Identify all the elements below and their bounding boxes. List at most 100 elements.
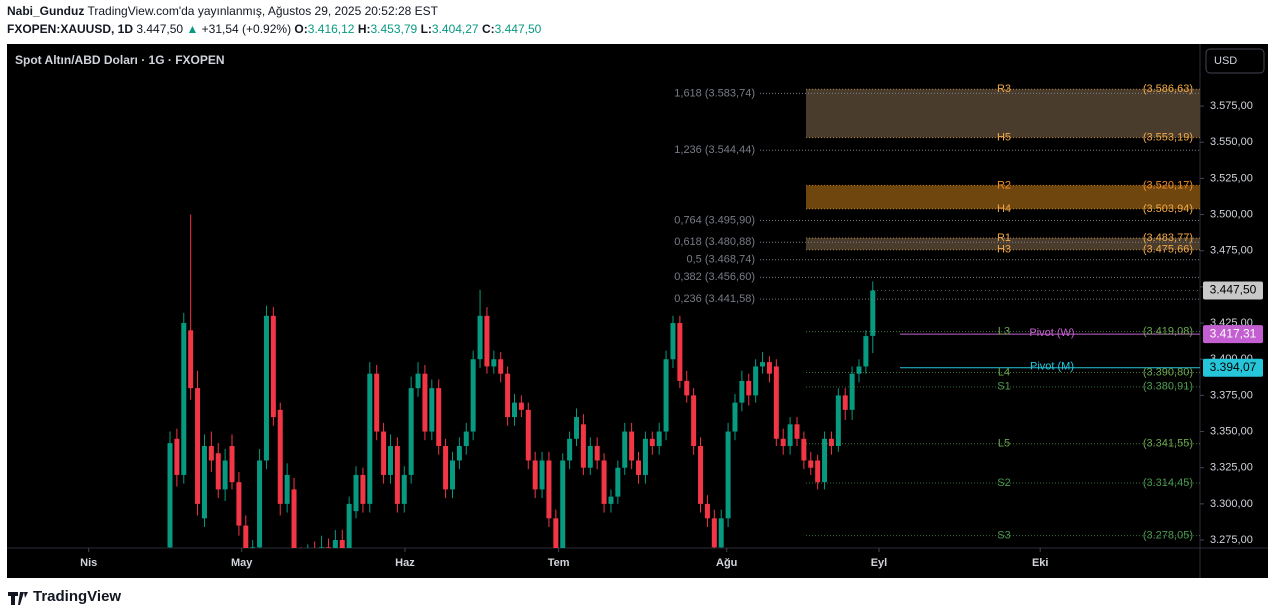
candle-body (822, 438, 828, 483)
header-line: Nabi_Gunduz TradingView.com'da yayınlanm… (7, 4, 438, 18)
candle-body (222, 460, 228, 490)
candle-body (463, 431, 469, 447)
candle-body (532, 460, 538, 490)
price-tag (1203, 358, 1263, 377)
candle-body (801, 438, 807, 461)
last: 3.447,50 (136, 22, 184, 36)
y-tick-label: 3.550,00 (1210, 136, 1253, 148)
candle-body (394, 446, 400, 504)
candle-body (325, 547, 331, 548)
l-label: L: (420, 22, 432, 36)
pivot-name: H3 (997, 244, 1011, 256)
y-tick-label: 3.575,00 (1210, 100, 1253, 112)
candle-body (346, 503, 352, 548)
fib-label: 0,382 (3.456,60) (674, 271, 755, 283)
candle-body (828, 438, 834, 447)
candle-body (360, 474, 366, 504)
candle-body (422, 373, 428, 432)
pivot-main-label: Pivot (M) (1030, 361, 1074, 373)
candle-body (195, 388, 201, 504)
candle-body (270, 315, 276, 418)
y-tick-label: 3.300,00 (1210, 498, 1253, 510)
candle-body (443, 446, 449, 490)
candle-body (684, 380, 690, 396)
candle-body (229, 446, 235, 483)
candle-body (808, 460, 814, 468)
candle-body (677, 323, 683, 381)
candle-body (636, 460, 642, 475)
candle-body (215, 453, 221, 490)
last-price-tag (1203, 281, 1263, 300)
candle-body (711, 518, 717, 548)
candle-body (201, 446, 207, 519)
x-tick-label: Eki (1032, 557, 1049, 569)
o: 3.416,12 (307, 22, 355, 36)
candle-body (656, 431, 662, 447)
candle-body (174, 438, 180, 475)
c-label: C: (481, 22, 495, 36)
y-tick-label: 3.500,00 (1210, 208, 1253, 220)
candle-body (773, 366, 779, 439)
currency-button[interactable] (1205, 48, 1265, 74)
price-tag-label: 3.394,07 (1210, 360, 1257, 374)
candle-body (436, 388, 442, 447)
candle-body (546, 460, 552, 519)
pivot-value: (3.503,94) (1143, 203, 1193, 215)
pivot-value: (3.380,91) (1143, 381, 1193, 393)
candle-body (429, 388, 435, 432)
candle-body (691, 395, 697, 447)
candle-body (856, 366, 862, 374)
candle-body (753, 366, 759, 396)
candle-body (594, 446, 600, 461)
candle-body (870, 290, 876, 336)
pivot-main-label: Pivot (W) (1029, 327, 1074, 339)
candle-body (188, 330, 194, 389)
x-tick-label: Tem (548, 557, 570, 569)
pivot-name: H5 (997, 132, 1011, 144)
pivot-name: L4 (998, 366, 1010, 378)
candle-body (560, 460, 566, 548)
price-tag (1203, 325, 1263, 344)
candle-body (863, 336, 869, 367)
fib-label: 0,618 (3.480,88) (674, 236, 755, 248)
author: Nabi_Gunduz (7, 4, 85, 18)
o-label: O: (294, 22, 308, 36)
y-tick-label: 3.275,00 (1210, 534, 1253, 546)
candle-body (649, 438, 655, 447)
candle-body (277, 409, 283, 504)
currency[interactable]: USD (1214, 55, 1237, 67)
candle-body (505, 373, 511, 418)
pivot-value: (3.483,77) (1143, 232, 1193, 244)
candle-body (339, 540, 345, 548)
candle-body (291, 489, 297, 548)
candle-body (574, 417, 580, 439)
candle-body (580, 424, 586, 468)
candle-body (498, 359, 504, 374)
candle-body (766, 362, 772, 374)
pivot-name: R2 (997, 179, 1011, 191)
candle-body (408, 388, 414, 475)
pivot-name: L3 (998, 326, 1010, 338)
x-tick-label: Eyl (871, 557, 888, 569)
candle-body (815, 460, 821, 483)
candle-body (739, 380, 745, 403)
candle-body (456, 446, 462, 461)
candle-body (250, 547, 256, 548)
candle-body (353, 474, 359, 512)
pivot-name: R1 (997, 232, 1011, 244)
published: TradingView.com'da yayınlanmış, Ağustos … (87, 4, 438, 18)
y-tick-label: 3.525,00 (1210, 172, 1253, 184)
candle-body (608, 496, 614, 504)
candle-body (181, 323, 187, 475)
candle-body (525, 409, 531, 461)
candle-body (539, 460, 545, 490)
h-label: H: (357, 22, 371, 36)
candle-body (601, 460, 607, 504)
symbol: FXOPEN:XAUUSD, 1D (7, 22, 134, 36)
ohlc-line: FXOPEN:XAUUSD, 1D 3.447,50 ▲ +31,54 (+0.… (7, 22, 541, 36)
candle-body (725, 431, 731, 519)
pivot-value: (3.475,66) (1143, 244, 1193, 256)
candle-body (670, 323, 676, 360)
candle-body (449, 460, 455, 490)
candle-body (167, 443, 173, 548)
